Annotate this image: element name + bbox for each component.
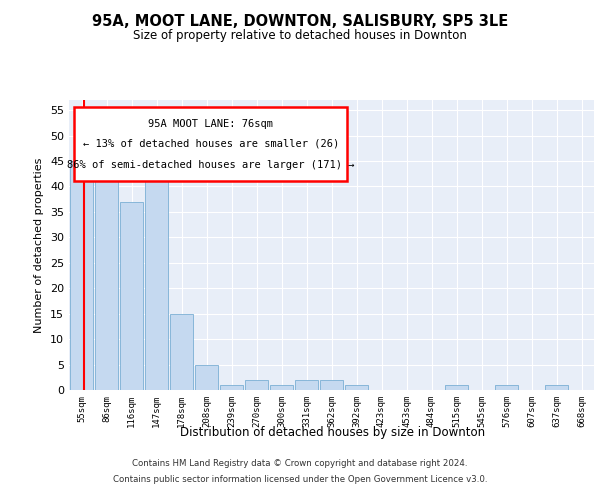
- Text: Contains HM Land Registry data © Crown copyright and database right 2024.: Contains HM Land Registry data © Crown c…: [132, 460, 468, 468]
- Bar: [295, 380, 318, 390]
- Bar: [170, 314, 193, 390]
- Bar: [270, 385, 293, 390]
- Text: 95A MOOT LANE: 76sqm: 95A MOOT LANE: 76sqm: [148, 119, 273, 129]
- Text: ← 13% of detached houses are smaller (26): ← 13% of detached houses are smaller (26…: [83, 139, 339, 149]
- Bar: [495, 385, 518, 390]
- Text: Distribution of detached houses by size in Downton: Distribution of detached houses by size …: [181, 426, 485, 439]
- Text: Contains public sector information licensed under the Open Government Licence v3: Contains public sector information licen…: [113, 474, 487, 484]
- Bar: [70, 161, 93, 390]
- Bar: [345, 385, 368, 390]
- Text: 86% of semi-detached houses are larger (171) →: 86% of semi-detached houses are larger (…: [67, 160, 355, 170]
- Text: 95A, MOOT LANE, DOWNTON, SALISBURY, SP5 3LE: 95A, MOOT LANE, DOWNTON, SALISBURY, SP5 …: [92, 14, 508, 28]
- Y-axis label: Number of detached properties: Number of detached properties: [34, 158, 44, 332]
- Bar: [145, 176, 168, 390]
- Bar: [95, 156, 118, 390]
- Bar: [195, 364, 218, 390]
- Bar: [320, 380, 343, 390]
- Bar: [120, 202, 143, 390]
- Bar: [545, 385, 568, 390]
- Bar: [220, 385, 243, 390]
- Bar: [245, 380, 268, 390]
- Bar: [445, 385, 468, 390]
- FancyBboxPatch shape: [74, 108, 347, 181]
- Text: Size of property relative to detached houses in Downton: Size of property relative to detached ho…: [133, 28, 467, 42]
